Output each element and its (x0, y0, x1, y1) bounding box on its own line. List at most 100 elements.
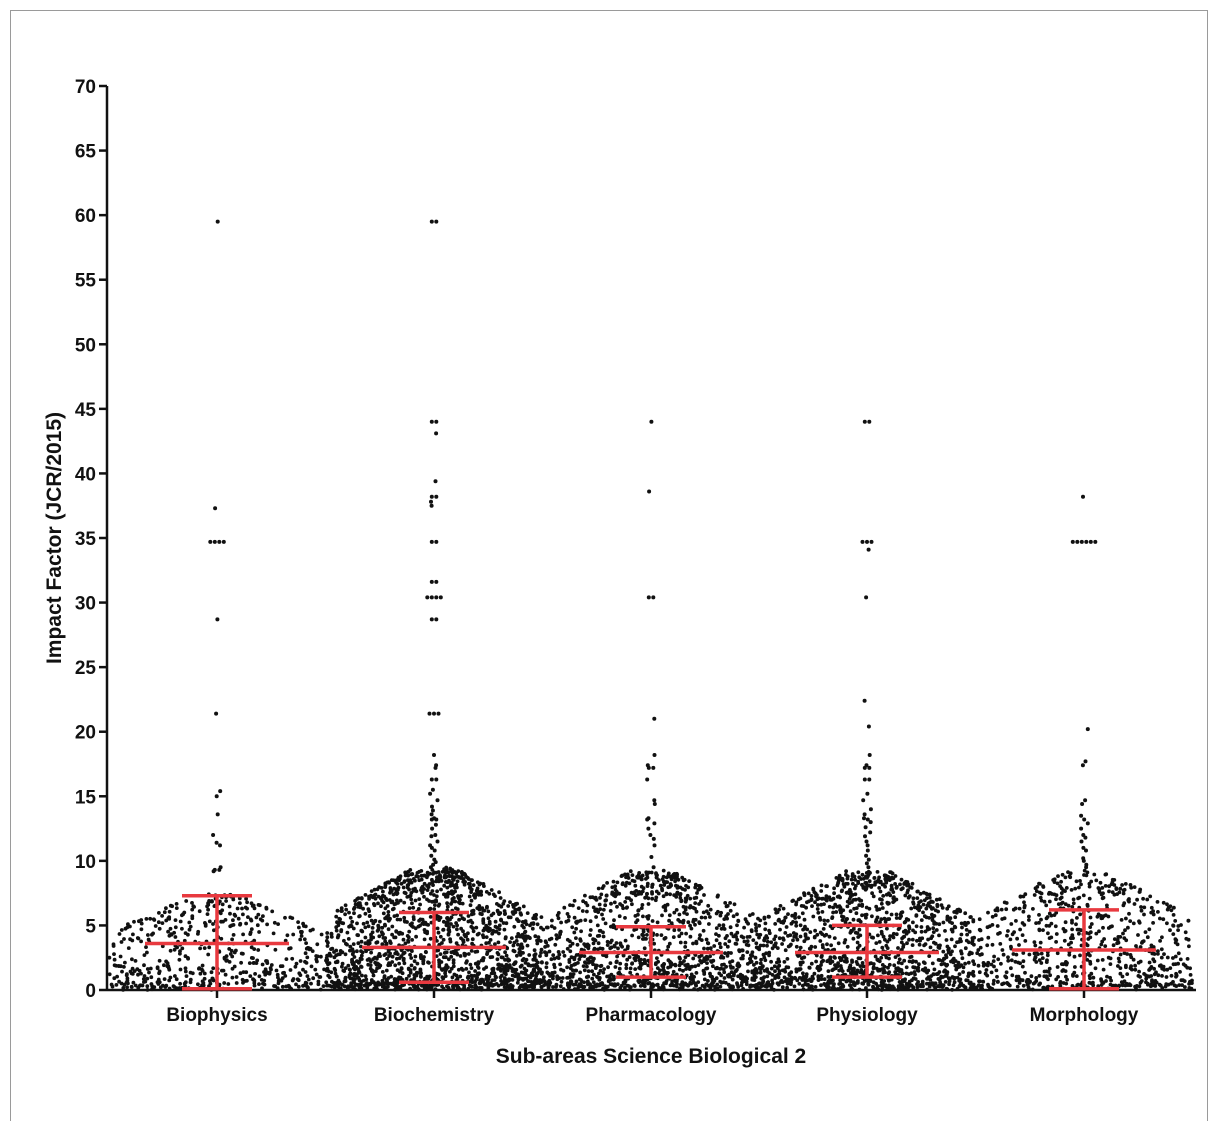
data-point (940, 906, 945, 910)
data-point (672, 910, 677, 915)
data-point (574, 926, 578, 931)
data-point (400, 931, 405, 936)
data-point (890, 871, 895, 876)
data-point (607, 978, 611, 983)
data-point (228, 911, 232, 916)
data-point (584, 975, 589, 979)
data-point (581, 985, 586, 990)
data-point (415, 871, 420, 875)
data-point (443, 955, 448, 960)
data-point (688, 904, 693, 908)
data-point (476, 966, 481, 970)
data-point (646, 963, 651, 968)
data-point (502, 899, 507, 903)
data-point (621, 980, 626, 985)
data-point (612, 900, 617, 905)
data-point (967, 952, 972, 957)
data-point (815, 907, 820, 911)
data-point (458, 987, 462, 992)
data-point (596, 886, 601, 891)
data-point (593, 908, 597, 913)
data-point (377, 934, 382, 939)
outlier-point (651, 865, 656, 870)
data-point (345, 930, 350, 935)
data-point (874, 919, 878, 924)
outlier-point (865, 539, 869, 544)
data-point (479, 893, 484, 897)
data-point (783, 931, 788, 935)
data-point (617, 966, 622, 971)
data-point (153, 924, 158, 928)
data-point (252, 981, 257, 985)
data-point (1114, 887, 1119, 891)
data-point (411, 925, 415, 929)
outlier-point (429, 817, 434, 822)
data-point (330, 946, 335, 951)
data-point (718, 979, 723, 984)
data-point (125, 976, 130, 981)
data-point (762, 916, 767, 921)
data-point (897, 980, 902, 984)
data-point (894, 886, 899, 890)
data-point (777, 907, 781, 912)
data-point (1155, 900, 1160, 904)
data-point (907, 924, 911, 929)
data-point (894, 916, 899, 920)
data-point (915, 896, 920, 900)
data-point (836, 880, 841, 885)
data-point (786, 977, 791, 982)
data-point (326, 969, 331, 974)
data-point (544, 965, 549, 970)
data-point (885, 926, 889, 931)
data-point (630, 873, 635, 877)
data-point (906, 918, 911, 922)
data-point (306, 977, 311, 982)
data-point (637, 966, 641, 970)
data-point (1179, 923, 1183, 927)
data-point (869, 885, 874, 889)
data-point (305, 984, 309, 989)
data-point (937, 897, 942, 902)
data-point (234, 948, 238, 953)
data-point (902, 882, 906, 886)
data-point (418, 923, 422, 928)
data-point (137, 919, 141, 924)
data-point (1040, 956, 1045, 960)
data-point (1118, 952, 1123, 957)
data-point (585, 964, 589, 969)
data-point (925, 987, 929, 992)
data-point (876, 933, 880, 938)
data-point (963, 911, 968, 916)
data-point (921, 902, 926, 907)
data-point (419, 873, 424, 878)
data-point (900, 886, 905, 891)
data-point (933, 981, 938, 986)
outlier-point (651, 765, 656, 770)
outlier-point (430, 808, 435, 813)
data-point (1054, 897, 1058, 902)
outlier-point (868, 807, 873, 812)
outlier-point (862, 419, 867, 424)
data-point (371, 970, 375, 975)
data-point (417, 918, 421, 923)
data-point (624, 966, 629, 971)
data-point (382, 953, 387, 957)
data-point (791, 938, 795, 943)
data-point (301, 967, 305, 972)
outlier-point (645, 777, 650, 782)
data-point (729, 970, 734, 975)
data-point (415, 961, 420, 966)
data-point (1186, 937, 1191, 942)
data-point (1021, 909, 1026, 914)
data-point (265, 922, 269, 927)
data-point (315, 942, 320, 947)
data-point (164, 918, 169, 923)
data-point (813, 928, 817, 933)
data-point (772, 987, 776, 992)
data-point (347, 975, 352, 979)
data-point (810, 987, 815, 992)
data-point (652, 941, 656, 946)
data-point (925, 927, 930, 932)
data-point (536, 935, 541, 939)
data-point (293, 964, 298, 969)
